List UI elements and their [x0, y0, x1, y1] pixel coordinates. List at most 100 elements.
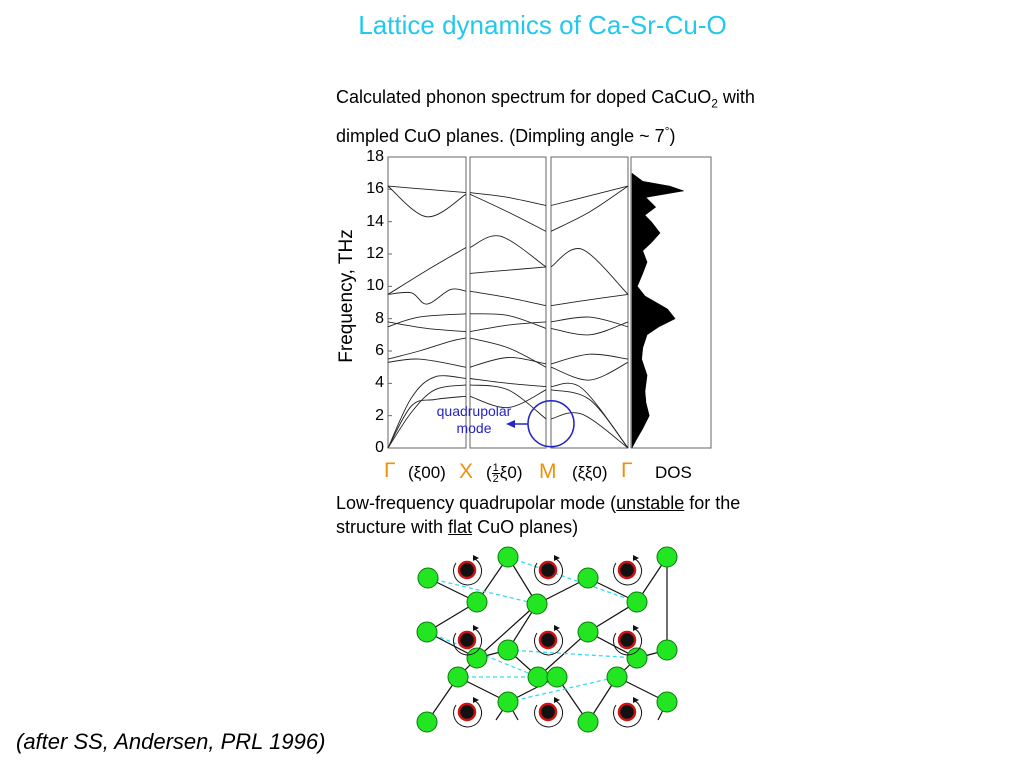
- cation-ion: [457, 630, 477, 650]
- phonon-branch: [469, 384, 547, 420]
- dos-panel-frame: [630, 156, 712, 449]
- oxygen-atom: [626, 591, 648, 613]
- cation-ion: [457, 560, 477, 580]
- dos-curve: [631, 172, 684, 449]
- oxygen-atom: [416, 621, 438, 643]
- cu-o-bond: [476, 603, 538, 659]
- phonon-branch: [469, 193, 547, 232]
- rotation-arrow: [613, 557, 642, 586]
- y-tick-label: 12: [366, 245, 384, 262]
- x-label-gamma-1: Γ: [384, 459, 396, 482]
- panel-frame: [550, 156, 629, 449]
- phonon-branch: [550, 185, 629, 206]
- phonon-branch: [469, 321, 547, 333]
- oxygen-atom: [416, 711, 438, 733]
- phonon-branch: [550, 248, 629, 295]
- caption-bottom-line2: structure with flat CuO planes): [336, 517, 579, 537]
- dashed-guide: [427, 577, 538, 605]
- oxygen-atom: [546, 666, 568, 688]
- rotation-arrowhead: [633, 625, 639, 631]
- phonon-branch: [550, 353, 629, 365]
- cation-ion: [538, 702, 558, 722]
- annotation-arrowhead: [506, 420, 515, 428]
- rotation-arrowhead: [473, 555, 479, 561]
- oxygen-atom: [466, 647, 488, 669]
- oxygen-atom: [606, 666, 628, 688]
- phonon-branch: [387, 358, 467, 368]
- y-tick-label: 18: [366, 148, 384, 165]
- cation-ion: [617, 560, 637, 580]
- cation-ion: [538, 560, 558, 580]
- y-tick-label: 16: [366, 180, 384, 198]
- rotation-arrow: [534, 699, 563, 728]
- dashed-guide: [507, 556, 638, 603]
- oxygen-atom: [577, 711, 599, 733]
- x-label-gamma-2: Γ: [621, 459, 633, 482]
- phonon-branch: [387, 321, 467, 333]
- phonon-branch: [469, 389, 547, 409]
- dashed-guide: [507, 676, 618, 703]
- oxygen-atom: [577, 621, 599, 643]
- phonon-branch: [469, 378, 547, 388]
- phonon-branch: [469, 266, 547, 274]
- x-label-dir1: (ξ00): [408, 463, 446, 482]
- phonon-branch: [387, 337, 467, 360]
- rotation-arrowhead: [554, 555, 560, 561]
- phonon-branch: [550, 321, 629, 336]
- rotation-arrowhead: [473, 625, 479, 631]
- rotation-arrowhead: [473, 697, 479, 703]
- caption-top-line2: dimpled CuO planes. (Dimpling angle ~ 7°…: [336, 124, 676, 146]
- y-tick-label: 2: [375, 406, 384, 424]
- rotation-arrow: [453, 557, 482, 586]
- phonon-branch: [387, 313, 467, 328]
- oxygen-atom: [497, 546, 519, 568]
- panel-frame: [387, 156, 467, 449]
- oxygen-atom: [497, 691, 519, 713]
- rotation-arrow: [613, 699, 642, 728]
- x-label-m: M: [539, 460, 557, 483]
- phonon-branch: [387, 288, 467, 305]
- oxygen-atom: [656, 639, 678, 661]
- rotation-arrow: [613, 627, 642, 656]
- rotation-arrowhead: [554, 625, 560, 631]
- rotation-arrow: [534, 627, 563, 656]
- phonon-branch: [550, 389, 629, 449]
- phonon-branch: [469, 357, 547, 368]
- phonon-branch: [550, 361, 629, 381]
- rotation-arrowhead: [633, 697, 639, 703]
- phonon-branch: [387, 185, 467, 218]
- phonon-branch: [550, 316, 629, 328]
- dashed-guide: [507, 649, 638, 659]
- phonon-branch: [469, 192, 547, 206]
- cation-ion: [457, 702, 477, 722]
- phonon-branch: [387, 384, 467, 449]
- oxygen-atom: [527, 666, 549, 688]
- y-tick-label: 6: [375, 342, 384, 359]
- y-tick-label: 14: [366, 212, 384, 230]
- caption-top-line1: Calculated phonon spectrum for doped CaC…: [336, 87, 755, 111]
- oxygen-atom: [526, 593, 548, 615]
- caption-bottom-line1: Low-frequency quadrupolar mode (unstable…: [336, 493, 741, 513]
- y-tick-label: 4: [375, 374, 384, 392]
- cation-ion: [538, 630, 558, 650]
- phonon-branch: [387, 247, 467, 295]
- oxygen-atom: [577, 567, 599, 589]
- cu-o-bond: [537, 631, 589, 678]
- rotation-arrow: [453, 627, 482, 656]
- y-tick-label: 10: [366, 277, 384, 295]
- citation: (after SS, Andersen, PRL 1996): [16, 729, 326, 754]
- phonon-branch: [469, 290, 547, 307]
- oxygen-atom: [626, 647, 648, 669]
- y-tick-label: 0: [375, 439, 384, 456]
- cation-ion: [617, 702, 637, 722]
- oxygen-atom: [656, 546, 678, 568]
- oxygen-atom: [466, 591, 488, 613]
- x-label-dos: DOS: [655, 463, 692, 482]
- oxygen-atom: [497, 639, 519, 661]
- phonon-branch: [387, 395, 467, 449]
- cation-ion: [617, 630, 637, 650]
- rotation-arrowhead: [554, 697, 560, 703]
- phonon-branch: [550, 185, 629, 232]
